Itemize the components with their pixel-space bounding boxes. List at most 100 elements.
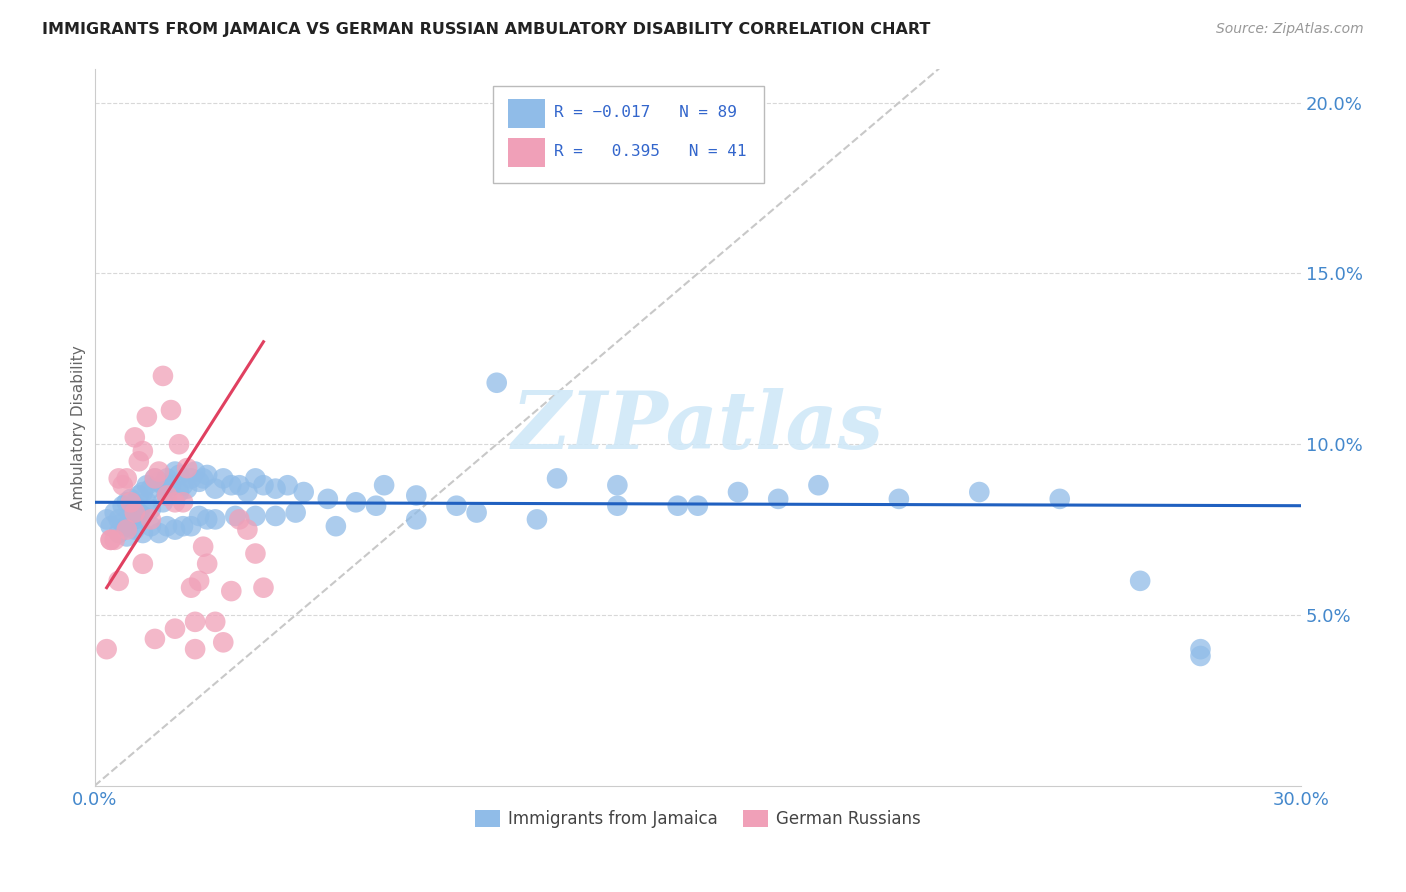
Point <box>96 642 118 657</box>
Point <box>100 533 122 547</box>
Point <box>666 499 689 513</box>
Point <box>163 495 186 509</box>
Point <box>446 499 468 513</box>
Y-axis label: Ambulatory Disability: Ambulatory Disability <box>72 345 86 509</box>
Point <box>132 485 155 500</box>
FancyBboxPatch shape <box>509 138 544 167</box>
Point <box>167 467 190 482</box>
Point <box>606 499 628 513</box>
Point <box>132 526 155 541</box>
Point <box>606 478 628 492</box>
Point <box>191 471 214 485</box>
Point <box>107 512 129 526</box>
Point <box>188 475 211 489</box>
Point <box>124 512 146 526</box>
Point <box>124 523 146 537</box>
Point <box>128 454 150 468</box>
Point <box>180 519 202 533</box>
Point <box>204 512 226 526</box>
Point <box>465 506 488 520</box>
Point <box>195 512 218 526</box>
Point <box>236 523 259 537</box>
Point <box>195 557 218 571</box>
Point <box>139 482 162 496</box>
Point <box>405 512 427 526</box>
Point <box>107 471 129 485</box>
Point <box>252 581 274 595</box>
Point <box>156 519 179 533</box>
Point <box>156 488 179 502</box>
Point <box>245 547 267 561</box>
Point <box>546 471 568 485</box>
Point <box>128 506 150 520</box>
Point <box>228 512 250 526</box>
Point <box>135 495 157 509</box>
Point <box>152 368 174 383</box>
Legend: Immigrants from Jamaica, German Russians: Immigrants from Jamaica, German Russians <box>468 804 928 835</box>
Point <box>373 478 395 492</box>
Point <box>176 482 198 496</box>
Point <box>325 519 347 533</box>
Point <box>204 615 226 629</box>
Point <box>1049 491 1071 506</box>
Point <box>115 523 138 537</box>
Point <box>344 495 367 509</box>
Point <box>160 478 183 492</box>
FancyBboxPatch shape <box>492 87 763 183</box>
Point <box>100 533 122 547</box>
FancyBboxPatch shape <box>509 99 544 128</box>
Point <box>172 478 194 492</box>
Point <box>180 581 202 595</box>
Point <box>124 499 146 513</box>
Point <box>163 622 186 636</box>
Point <box>184 615 207 629</box>
Point <box>184 465 207 479</box>
Point <box>191 540 214 554</box>
Point <box>163 523 186 537</box>
Point <box>111 478 134 492</box>
Point <box>245 508 267 523</box>
Text: Source: ZipAtlas.com: Source: ZipAtlas.com <box>1216 22 1364 37</box>
Text: ZIPatlas: ZIPatlas <box>512 388 884 466</box>
Point <box>156 488 179 502</box>
Point <box>212 635 235 649</box>
Point <box>120 491 142 506</box>
Point <box>148 526 170 541</box>
Point <box>969 485 991 500</box>
Point <box>195 467 218 482</box>
Point <box>264 482 287 496</box>
Point <box>228 478 250 492</box>
Point <box>115 495 138 509</box>
Point <box>485 376 508 390</box>
Point <box>807 478 830 492</box>
Point <box>176 461 198 475</box>
Point <box>143 632 166 646</box>
Point <box>163 465 186 479</box>
Point <box>204 482 226 496</box>
Point <box>292 485 315 500</box>
Point <box>115 519 138 533</box>
Point <box>221 478 243 492</box>
Point <box>156 471 179 485</box>
Point <box>104 506 127 520</box>
Point <box>167 437 190 451</box>
Point <box>277 478 299 492</box>
Point <box>100 519 122 533</box>
Point <box>160 403 183 417</box>
Point <box>212 471 235 485</box>
Point <box>107 574 129 588</box>
Point <box>167 485 190 500</box>
Point <box>188 574 211 588</box>
Point <box>139 502 162 516</box>
Point <box>172 495 194 509</box>
Point <box>96 512 118 526</box>
Text: IMMIGRANTS FROM JAMAICA VS GERMAN RUSSIAN AMBULATORY DISABILITY CORRELATION CHAR: IMMIGRANTS FROM JAMAICA VS GERMAN RUSSIA… <box>42 22 931 37</box>
Point <box>104 533 127 547</box>
Point <box>135 478 157 492</box>
Point <box>284 506 307 520</box>
Point <box>128 488 150 502</box>
Point <box>148 465 170 479</box>
Point <box>152 478 174 492</box>
Point <box>364 499 387 513</box>
Point <box>111 516 134 530</box>
